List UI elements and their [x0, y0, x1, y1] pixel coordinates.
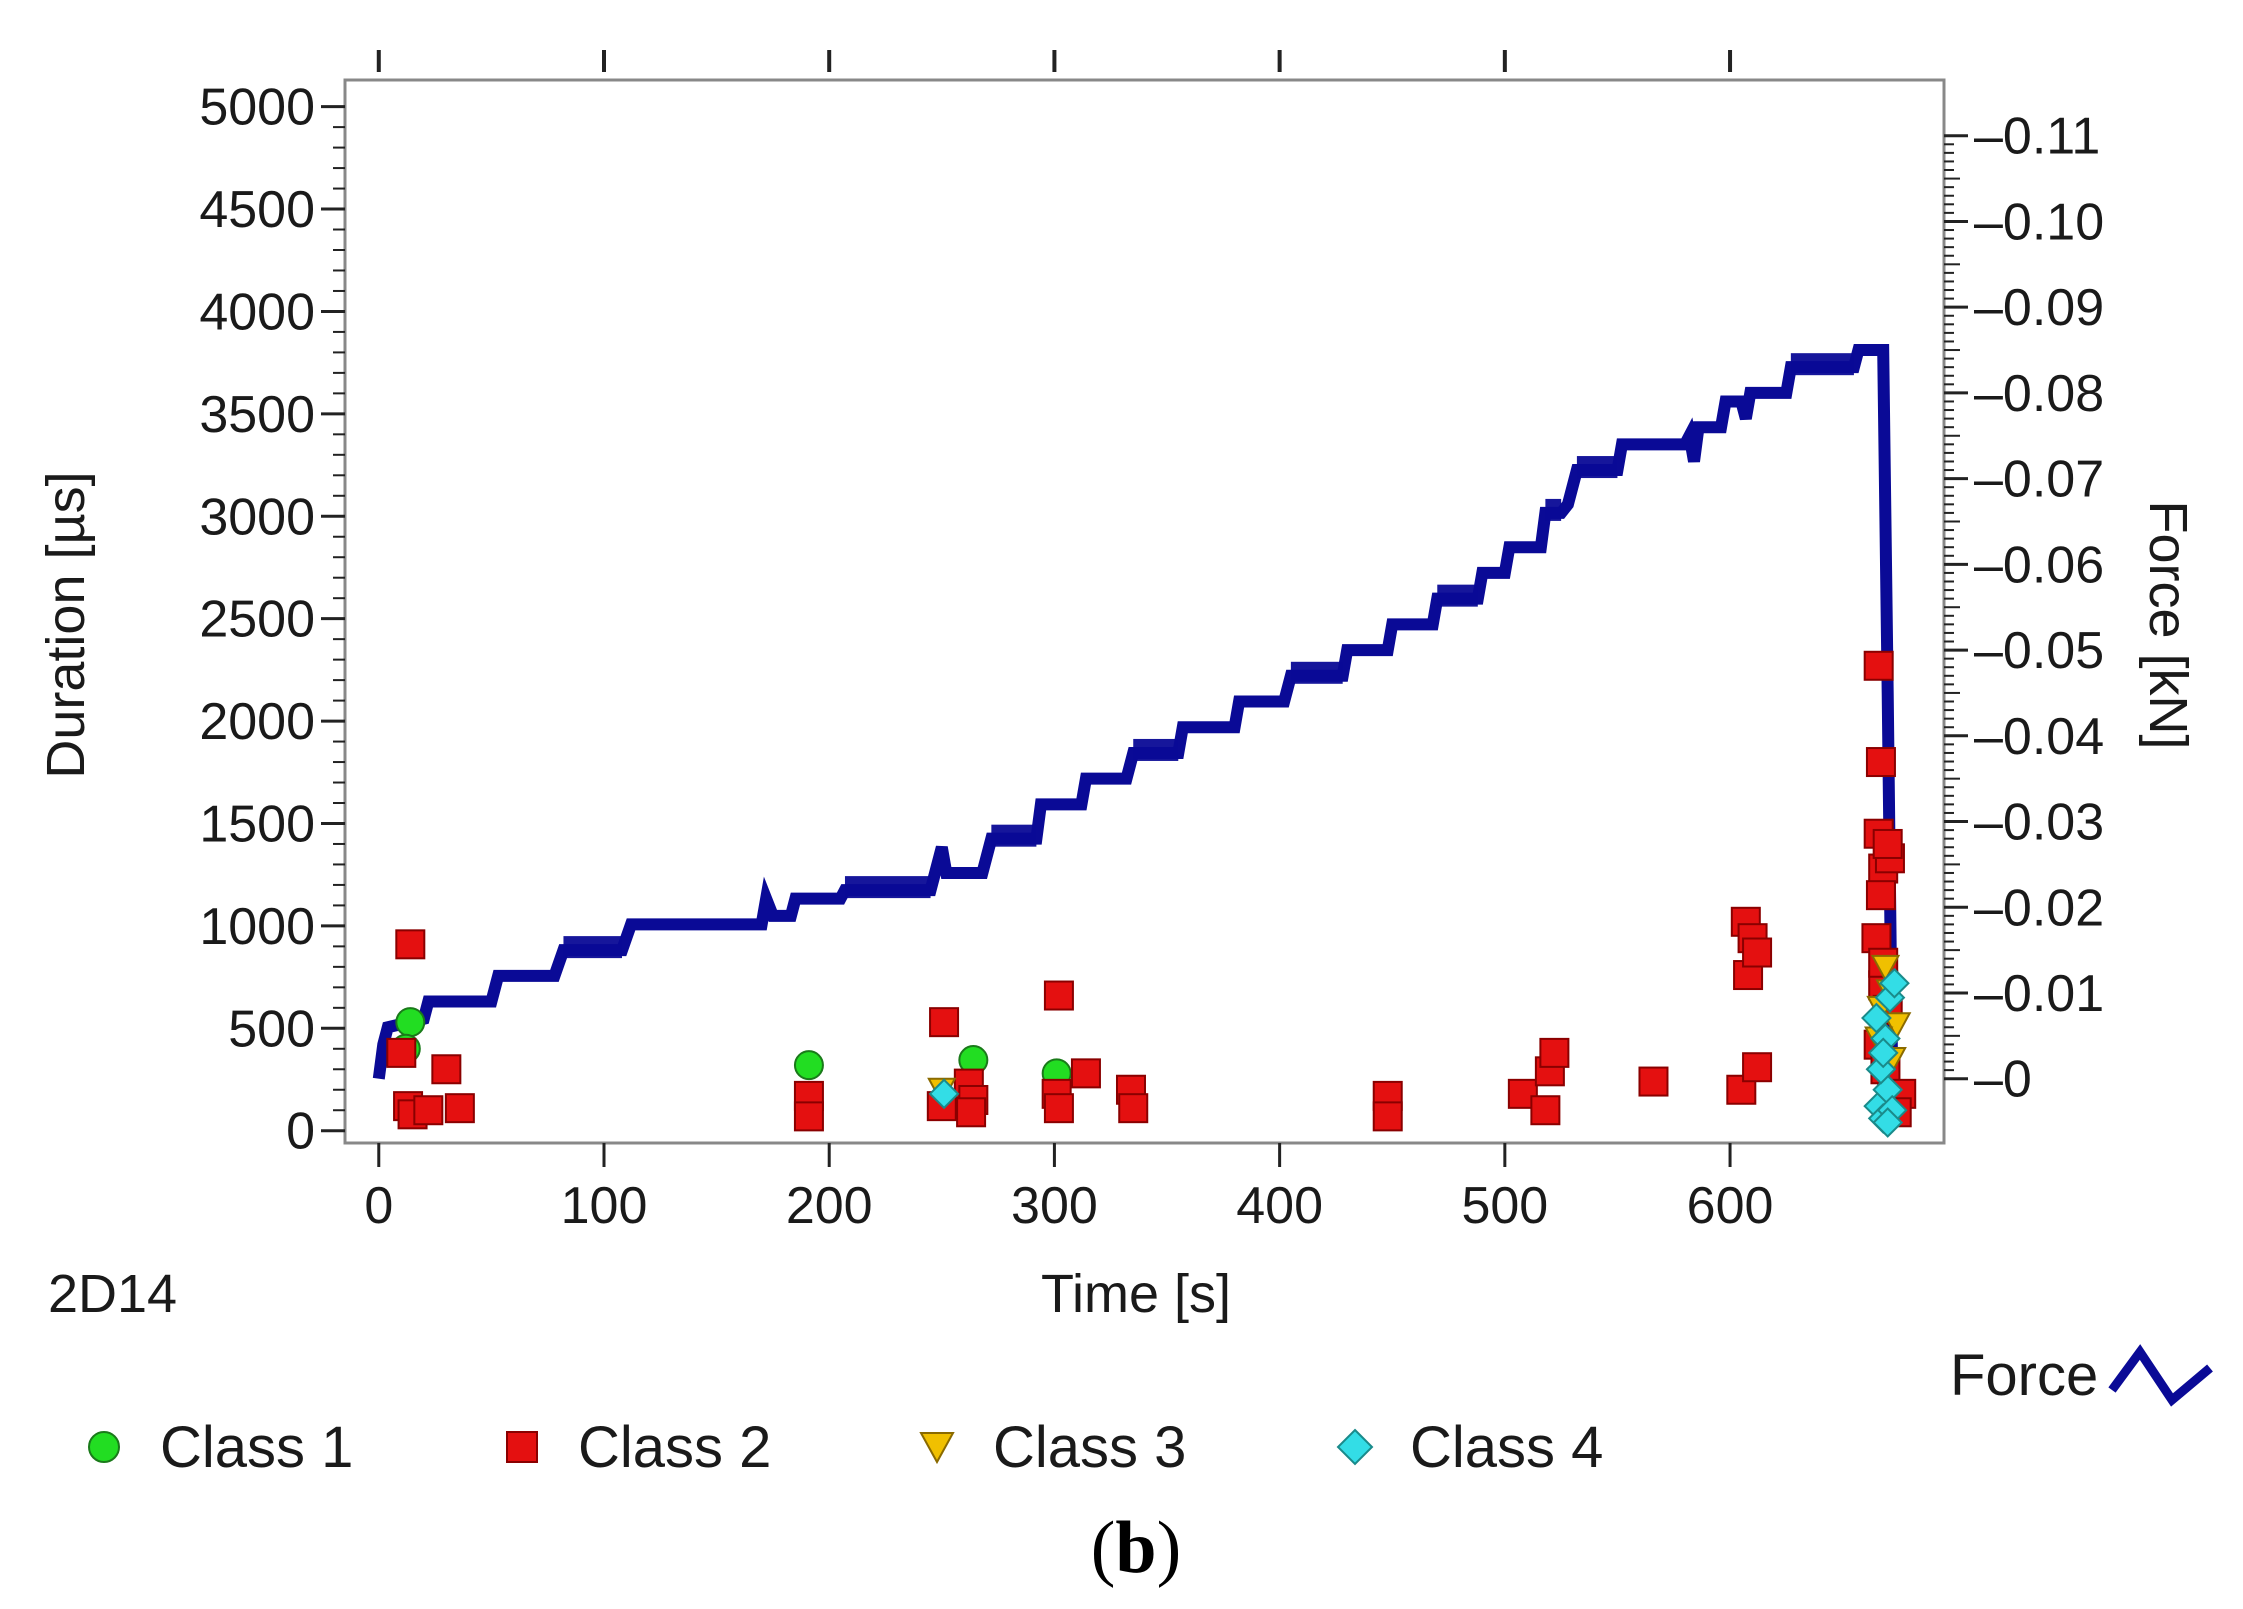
class3-point — [1870, 954, 1901, 982]
y-left-tick-label: 4500 — [199, 181, 315, 239]
y-left-tick-label: 3500 — [199, 386, 315, 444]
caption-close: ) — [1157, 1507, 1182, 1589]
y-left-tick-label: 1000 — [199, 898, 315, 956]
legend-class3-label: Class 3 — [993, 1415, 1186, 1480]
class2-point — [1861, 923, 1892, 954]
specimen-label: 2D14 — [48, 1264, 177, 1324]
legend: Class 1 Class 2 Class 3 Class 4 Force — [88, 1343, 2213, 1480]
class2-point — [1638, 1066, 1669, 1097]
y-right-tick-label: –0.11 — [1974, 108, 2100, 166]
class2-point — [1865, 747, 1896, 778]
plot-frame — [343, 78, 1946, 1145]
y-right-tick-label: –0.01 — [1974, 965, 2104, 1023]
class1-point — [395, 1007, 426, 1038]
legend-class3-marker — [919, 1432, 955, 1465]
x-tick-label: 400 — [1236, 1177, 1323, 1235]
y-right-tick-label: –0.05 — [1974, 622, 2104, 680]
axes: 0500100015002000250030003500400045005000… — [199, 50, 2104, 1235]
force-noise-band — [844, 876, 931, 899]
class2-point — [1726, 1074, 1757, 1105]
legend-force-line-icon — [2108, 1344, 2213, 1407]
legend-class1-label: Class 1 — [160, 1415, 353, 1480]
class2-point — [413, 1095, 444, 1126]
y-left-tick-label: 1500 — [199, 795, 315, 853]
y-right-tick-label: –0.06 — [1974, 536, 2104, 594]
class4-point — [928, 1078, 960, 1110]
y-left-tick-label: 5000 — [199, 79, 315, 137]
legend-class4-marker — [1336, 1428, 1374, 1466]
force-noise-band — [1545, 498, 1562, 521]
figure-caption: (b) — [1091, 1507, 1181, 1589]
x-tick-label: 500 — [1461, 1177, 1548, 1235]
force-noise-band — [1133, 738, 1179, 761]
class2-point — [1742, 1052, 1773, 1083]
y-right-tick-label: –0.03 — [1974, 794, 2104, 852]
class2-point — [1863, 650, 1894, 681]
y-right-axis-title: Force [kN] — [2138, 500, 2198, 749]
class2-point — [1872, 828, 1903, 859]
force-noise-band — [1790, 353, 1854, 376]
y-left-tick-label: 4000 — [199, 283, 315, 341]
class2-point — [929, 1007, 960, 1038]
x-tick-label: 100 — [561, 1177, 648, 1235]
class2-point — [1043, 980, 1074, 1011]
y-right-tick-label: –0.10 — [1974, 193, 2104, 251]
class2-point — [1742, 937, 1773, 968]
y-right-tick-label: –0.09 — [1974, 279, 2104, 337]
force-noise-band — [1437, 584, 1478, 607]
class4-point — [1861, 1002, 1892, 1034]
legend-class1-marker — [88, 1431, 120, 1463]
y-left-tick-label: 500 — [228, 1000, 315, 1058]
y-right-tick-label: –0.04 — [1974, 708, 2104, 766]
class2-point — [1118, 1093, 1149, 1124]
class2-point — [1865, 880, 1896, 911]
legend-force-label: Force — [1950, 1343, 2098, 1408]
class4-point — [1867, 1037, 1899, 1069]
y-left-tick-label: 2000 — [199, 693, 315, 751]
caption-open: ( — [1091, 1507, 1116, 1589]
x-tick-label: 200 — [786, 1177, 873, 1235]
legend-class4-label: Class 4 — [1410, 1415, 1603, 1480]
x-tick-label: 0 — [364, 1177, 393, 1235]
y-left-tick-label: 3000 — [199, 488, 315, 546]
class2-point — [395, 929, 426, 960]
class4-point — [1872, 1107, 1904, 1138]
x-tick-label: 300 — [1011, 1177, 1098, 1235]
force-noise-band — [1290, 661, 1343, 684]
force-noise-band — [1576, 456, 1618, 479]
force-line — [372, 344, 1899, 1085]
class2-point — [1539, 1037, 1570, 1068]
plot-border — [343, 78, 1946, 1145]
y-right-tick-label: –0 — [1974, 1051, 2032, 1109]
caption-letter: b — [1115, 1507, 1156, 1589]
y-left-tick-label: 0 — [286, 1103, 315, 1161]
y-right-tick-label: –0.02 — [1974, 879, 2104, 937]
class2-point — [1043, 1093, 1074, 1124]
force-noise-band — [991, 824, 1037, 847]
class2-point — [1530, 1095, 1561, 1126]
class2-point — [431, 1054, 462, 1085]
force-series — [372, 344, 1899, 1085]
legend-class2-marker — [506, 1431, 538, 1463]
x-tick-label: 600 — [1687, 1177, 1774, 1235]
class2-point — [386, 1037, 417, 1068]
y-left-tick-label: 2500 — [199, 591, 315, 649]
class2-point — [793, 1101, 824, 1132]
x-axis-title: Time [s] — [1041, 1264, 1231, 1324]
class2-point — [956, 1097, 987, 1128]
class2-point — [1372, 1101, 1403, 1132]
class2-point — [444, 1093, 475, 1124]
y-right-tick-label: –0.08 — [1974, 365, 2104, 423]
marker-series — [386, 650, 1917, 1138]
y-left-axis-title: Duration [µs] — [36, 471, 96, 778]
class4-point — [1879, 967, 1910, 999]
legend-class2-label: Class 2 — [578, 1415, 771, 1480]
y-right-tick-label: –0.07 — [1974, 451, 2104, 509]
force-noise-band — [563, 936, 623, 959]
class1-point — [793, 1050, 824, 1081]
class2-point — [1070, 1058, 1101, 1089]
